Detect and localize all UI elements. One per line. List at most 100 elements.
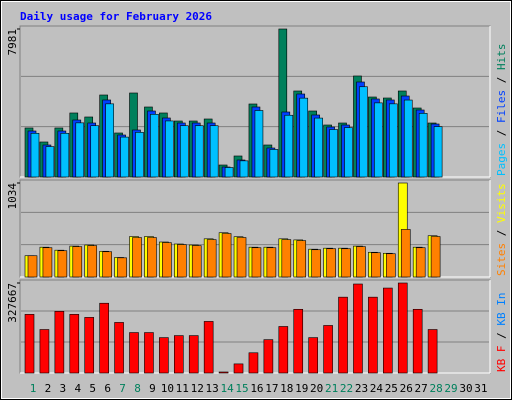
bar [415,247,426,278]
bar [206,239,217,278]
bar [129,332,139,374]
bar [397,282,408,374]
bar [99,302,109,374]
bar [165,120,174,178]
x-tick-label: 5 [89,382,96,395]
bar [117,257,127,278]
bar [30,132,40,178]
bar [45,146,55,178]
bar [24,314,35,374]
bar [251,247,262,278]
x-tick-label: 22 [340,382,353,395]
bar [368,296,378,374]
legend-separator: / [495,123,508,143]
bar [150,114,159,178]
bar [311,249,321,278]
x-tick-label: 11 [176,382,189,395]
bar [418,113,428,178]
legend-entry: Files [495,90,508,123]
legend-separator: / [495,326,508,346]
bar [144,332,154,374]
bar [90,125,100,178]
y-tick-label: 7981 [6,29,19,56]
bar [239,160,249,178]
legend-entry: Hits [495,44,508,71]
x-tick-label: 4 [74,382,81,395]
bar [338,296,348,374]
bar [105,103,114,178]
bar [254,110,264,178]
bar [42,247,53,278]
bar [135,132,144,178]
x-tick-label: 6 [104,382,111,395]
bar [174,335,184,374]
x-tick-label: 20 [310,382,323,395]
x-tick-label: 18 [280,382,293,395]
bar [159,337,169,374]
x-tick-label: 14 [220,382,234,395]
x-tick-label: 28 [429,382,442,395]
bar [221,233,232,278]
x-tick-label: 12 [191,382,204,395]
bar [236,237,247,278]
x-tick-label: 31 [474,382,487,395]
chart-title: Daily usage for February 2026 [20,10,212,23]
bar [248,352,259,374]
legend-entry: Sites [495,243,508,276]
bar [27,255,38,278]
x-tick-label: 25 [385,382,398,395]
legend-entry: KB F [495,346,508,373]
bar [371,252,381,278]
x-tick-label: 8 [134,382,141,395]
x-tick-label: 16 [250,382,263,395]
bar [314,117,323,178]
bar [39,329,50,374]
bar [132,237,142,278]
bar [278,326,289,374]
bar [326,248,336,278]
x-tick-label: 27 [415,382,428,395]
x-tick-label: 9 [149,382,156,395]
x-tick-label: 24 [370,382,384,395]
bar [269,149,279,178]
bar [72,246,83,278]
bar [374,102,383,178]
bar [296,240,307,278]
bar [75,122,85,178]
bar [344,127,353,178]
bar [281,239,292,278]
bar [412,308,423,374]
x-tick-label: 23 [355,382,368,395]
bar [427,329,438,374]
bar [359,86,368,178]
x-tick-label: 7 [119,382,126,395]
bar [353,283,363,374]
legend: KB F / KB In [495,293,508,373]
legend-entry: KB In [495,293,508,326]
bar [284,114,294,178]
x-tick-label: 30 [459,382,472,395]
legend-entry: Visits [495,183,508,223]
bar [263,339,274,374]
bar [308,337,318,374]
bar [54,311,65,374]
bar [383,287,393,374]
bar [266,247,277,278]
y-tick-label: 327667 [6,283,19,323]
bar [400,229,411,278]
x-tick-label: 29 [444,382,457,395]
x-tick-label: 15 [235,382,248,395]
bar [162,242,172,278]
bar [323,325,333,374]
bar [224,167,234,178]
bar [209,125,219,178]
bar [299,97,309,178]
bar [87,245,98,278]
bar [180,125,189,178]
legend-separator: / [495,223,508,243]
x-tick-label: 17 [265,382,278,395]
bar [194,125,204,178]
bar [233,363,244,374]
bar [188,335,199,374]
